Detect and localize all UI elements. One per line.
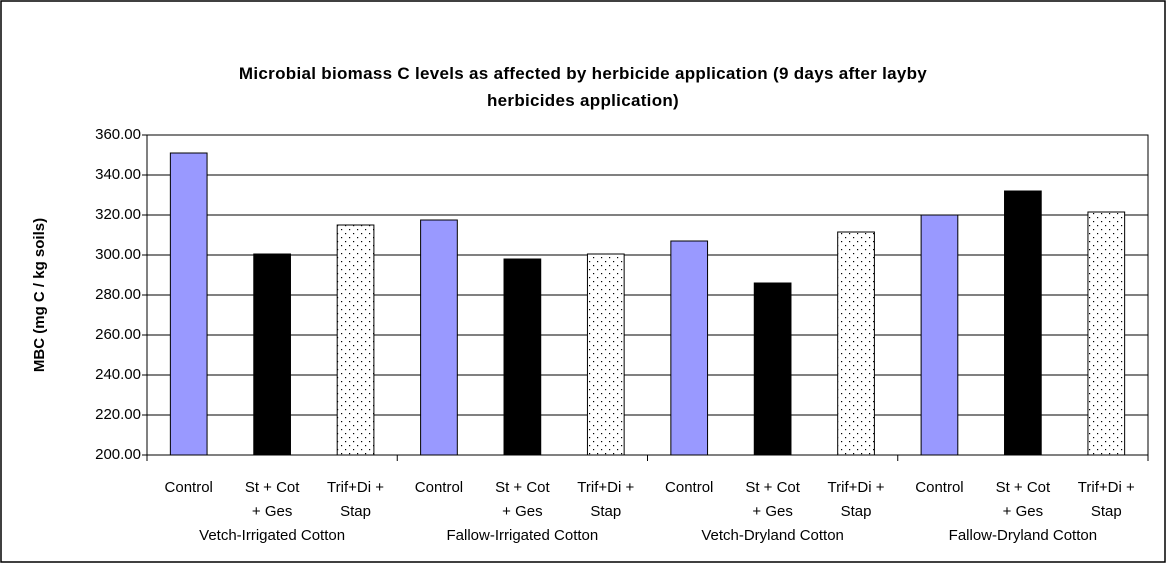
- bar: [837, 231, 875, 456]
- bar-label: Control: [665, 479, 714, 496]
- bar: [503, 258, 542, 456]
- bar: [670, 240, 709, 456]
- bar: [336, 224, 375, 456]
- bar-label: St + Cot + Ges: [995, 479, 1051, 520]
- bar-label: Trif+Di + Stap: [577, 479, 635, 520]
- y-tick-label: 300.00: [95, 246, 141, 263]
- bar-label: Control: [915, 479, 964, 496]
- bar: [420, 219, 458, 456]
- y-axis-title: MBC (mg C / kg soils): [31, 218, 48, 372]
- bar-label: Control: [414, 479, 464, 496]
- group-label: Vetch-Irrigated Cotton: [199, 527, 346, 544]
- bar-label: Trif+Di + Stap: [827, 479, 885, 520]
- y-tick-label: 200.00: [95, 446, 141, 463]
- bar: [920, 214, 959, 456]
- y-tick-label: 240.00: [95, 366, 141, 383]
- group-label: Fallow-Dryland Cotton: [948, 527, 1098, 544]
- bar-label: Control: [164, 479, 213, 496]
- bar: [753, 282, 792, 456]
- bar: [253, 253, 291, 456]
- chart-title: Microbial biomass C levels as affected b…: [238, 64, 928, 110]
- bar: [169, 152, 208, 456]
- y-tick-label: 340.00: [95, 166, 141, 183]
- bar: [1087, 211, 1126, 456]
- bar: [1004, 190, 1042, 456]
- bar-label: St + Cot + Ges: [745, 479, 800, 520]
- group-label: Fallow-Irrigated Cotton: [446, 527, 599, 544]
- group-label: Vetch-Dryland Cotton: [701, 527, 844, 544]
- bar-label: St + Cot + Ges: [244, 479, 300, 520]
- y-tick-label: 360.00: [95, 126, 141, 143]
- bar-label: Trif+Di + Stap: [327, 479, 384, 520]
- y-tick-label: 280.00: [95, 286, 141, 303]
- bar: [586, 253, 625, 456]
- y-tick-label: 260.00: [95, 326, 141, 343]
- y-tick-label: 220.00: [95, 406, 141, 423]
- bar-label: St + Cot + Ges: [495, 479, 550, 520]
- y-tick-label: 320.00: [95, 206, 141, 223]
- bar-label: Trif+Di + Stap: [1077, 479, 1135, 520]
